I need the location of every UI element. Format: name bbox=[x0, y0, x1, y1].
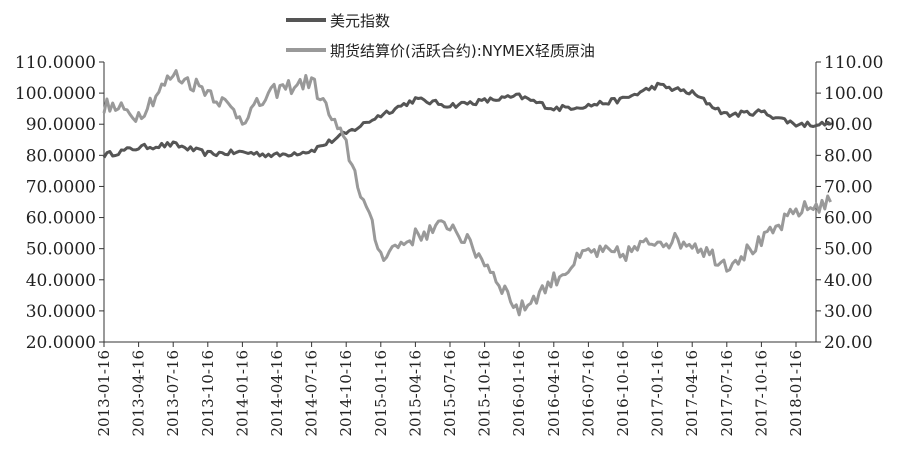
x-tick-label: 2013-07-16 bbox=[164, 350, 182, 436]
x-tick-label: 2016-10-16 bbox=[614, 350, 632, 436]
left-tick-label: 80.0000 bbox=[26, 146, 96, 166]
x-tick-label: 2014-07-16 bbox=[303, 350, 321, 436]
left-tick-label: 20.0000 bbox=[26, 333, 96, 353]
right-tick-label: 50.00 bbox=[824, 240, 873, 260]
left-tick-label: 110.0000 bbox=[15, 53, 96, 73]
right-tick-label: 90.00 bbox=[824, 115, 873, 135]
right-y-axis: 20.00 30.00 40.00 50.00 60.00 70.00 80.00 90.00… bbox=[815, 53, 883, 353]
series-line-2 bbox=[102, 69, 832, 317]
left-tick-label: 90.0000 bbox=[26, 115, 96, 135]
right-tick-label: 70.00 bbox=[824, 177, 873, 197]
x-tick-label: 2016-04-16 bbox=[545, 350, 563, 436]
left-tick-label: 60.0000 bbox=[26, 209, 96, 229]
right-tick-label: 100.00 bbox=[824, 84, 883, 104]
left-tick-label: 70.0000 bbox=[26, 177, 96, 197]
x-tick-label: 2013-10-16 bbox=[199, 350, 217, 436]
left-tick-label: 50.0000 bbox=[26, 240, 96, 260]
plot-area bbox=[102, 69, 832, 317]
x-tick-label: 2017-04-16 bbox=[683, 350, 701, 436]
series-line-1 bbox=[102, 81, 832, 159]
x-tick-label: 2014-01-16 bbox=[233, 350, 251, 436]
x-tick-label: 2017-07-16 bbox=[718, 350, 736, 436]
right-tick-label: 20.00 bbox=[824, 333, 873, 353]
x-tick-label: 2018-01-16 bbox=[787, 350, 805, 436]
x-tick-label: 2015-04-16 bbox=[406, 350, 424, 436]
x-axis: 2013-01-16 2013-04-16 2013-07-16 2013-10-16… bbox=[95, 341, 816, 436]
right-tick-label: 60.00 bbox=[824, 209, 873, 229]
x-tick-label: 2016-07-16 bbox=[579, 350, 597, 436]
x-tick-label: 2015-01-16 bbox=[372, 350, 390, 436]
right-tick-label: 40.00 bbox=[824, 271, 873, 291]
right-tick-label: 80.00 bbox=[824, 146, 873, 166]
left-y-axis: 20.0000 30.0000 40.0000 50.0000 60.0000 70.00… bbox=[15, 53, 105, 353]
x-tick-label: 2013-01-16 bbox=[95, 350, 113, 436]
right-tick-label: 110.00 bbox=[824, 53, 883, 73]
x-tick-label: 2016-01-16 bbox=[510, 350, 528, 436]
x-tick-label: 2014-10-16 bbox=[337, 350, 355, 436]
x-tick-label: 2017-01-16 bbox=[649, 350, 667, 436]
right-tick-label: 30.00 bbox=[824, 302, 873, 322]
x-tick-label: 2015-10-16 bbox=[476, 350, 494, 436]
left-tick-label: 30.0000 bbox=[26, 302, 96, 322]
x-tick-label: 2015-07-16 bbox=[441, 350, 459, 436]
left-tick-label: 100.0000 bbox=[15, 84, 96, 104]
x-tick-label: 2017-10-16 bbox=[752, 350, 770, 436]
left-tick-label: 40.0000 bbox=[26, 271, 96, 291]
legend-label-2: 期货结算价(活跃合约):NYMEX轻质原油 bbox=[330, 42, 595, 60]
x-tick-label: 2014-04-16 bbox=[268, 350, 286, 436]
legend-label-1: 美元指数 bbox=[330, 12, 390, 30]
x-tick-label: 2013-04-16 bbox=[130, 350, 148, 436]
